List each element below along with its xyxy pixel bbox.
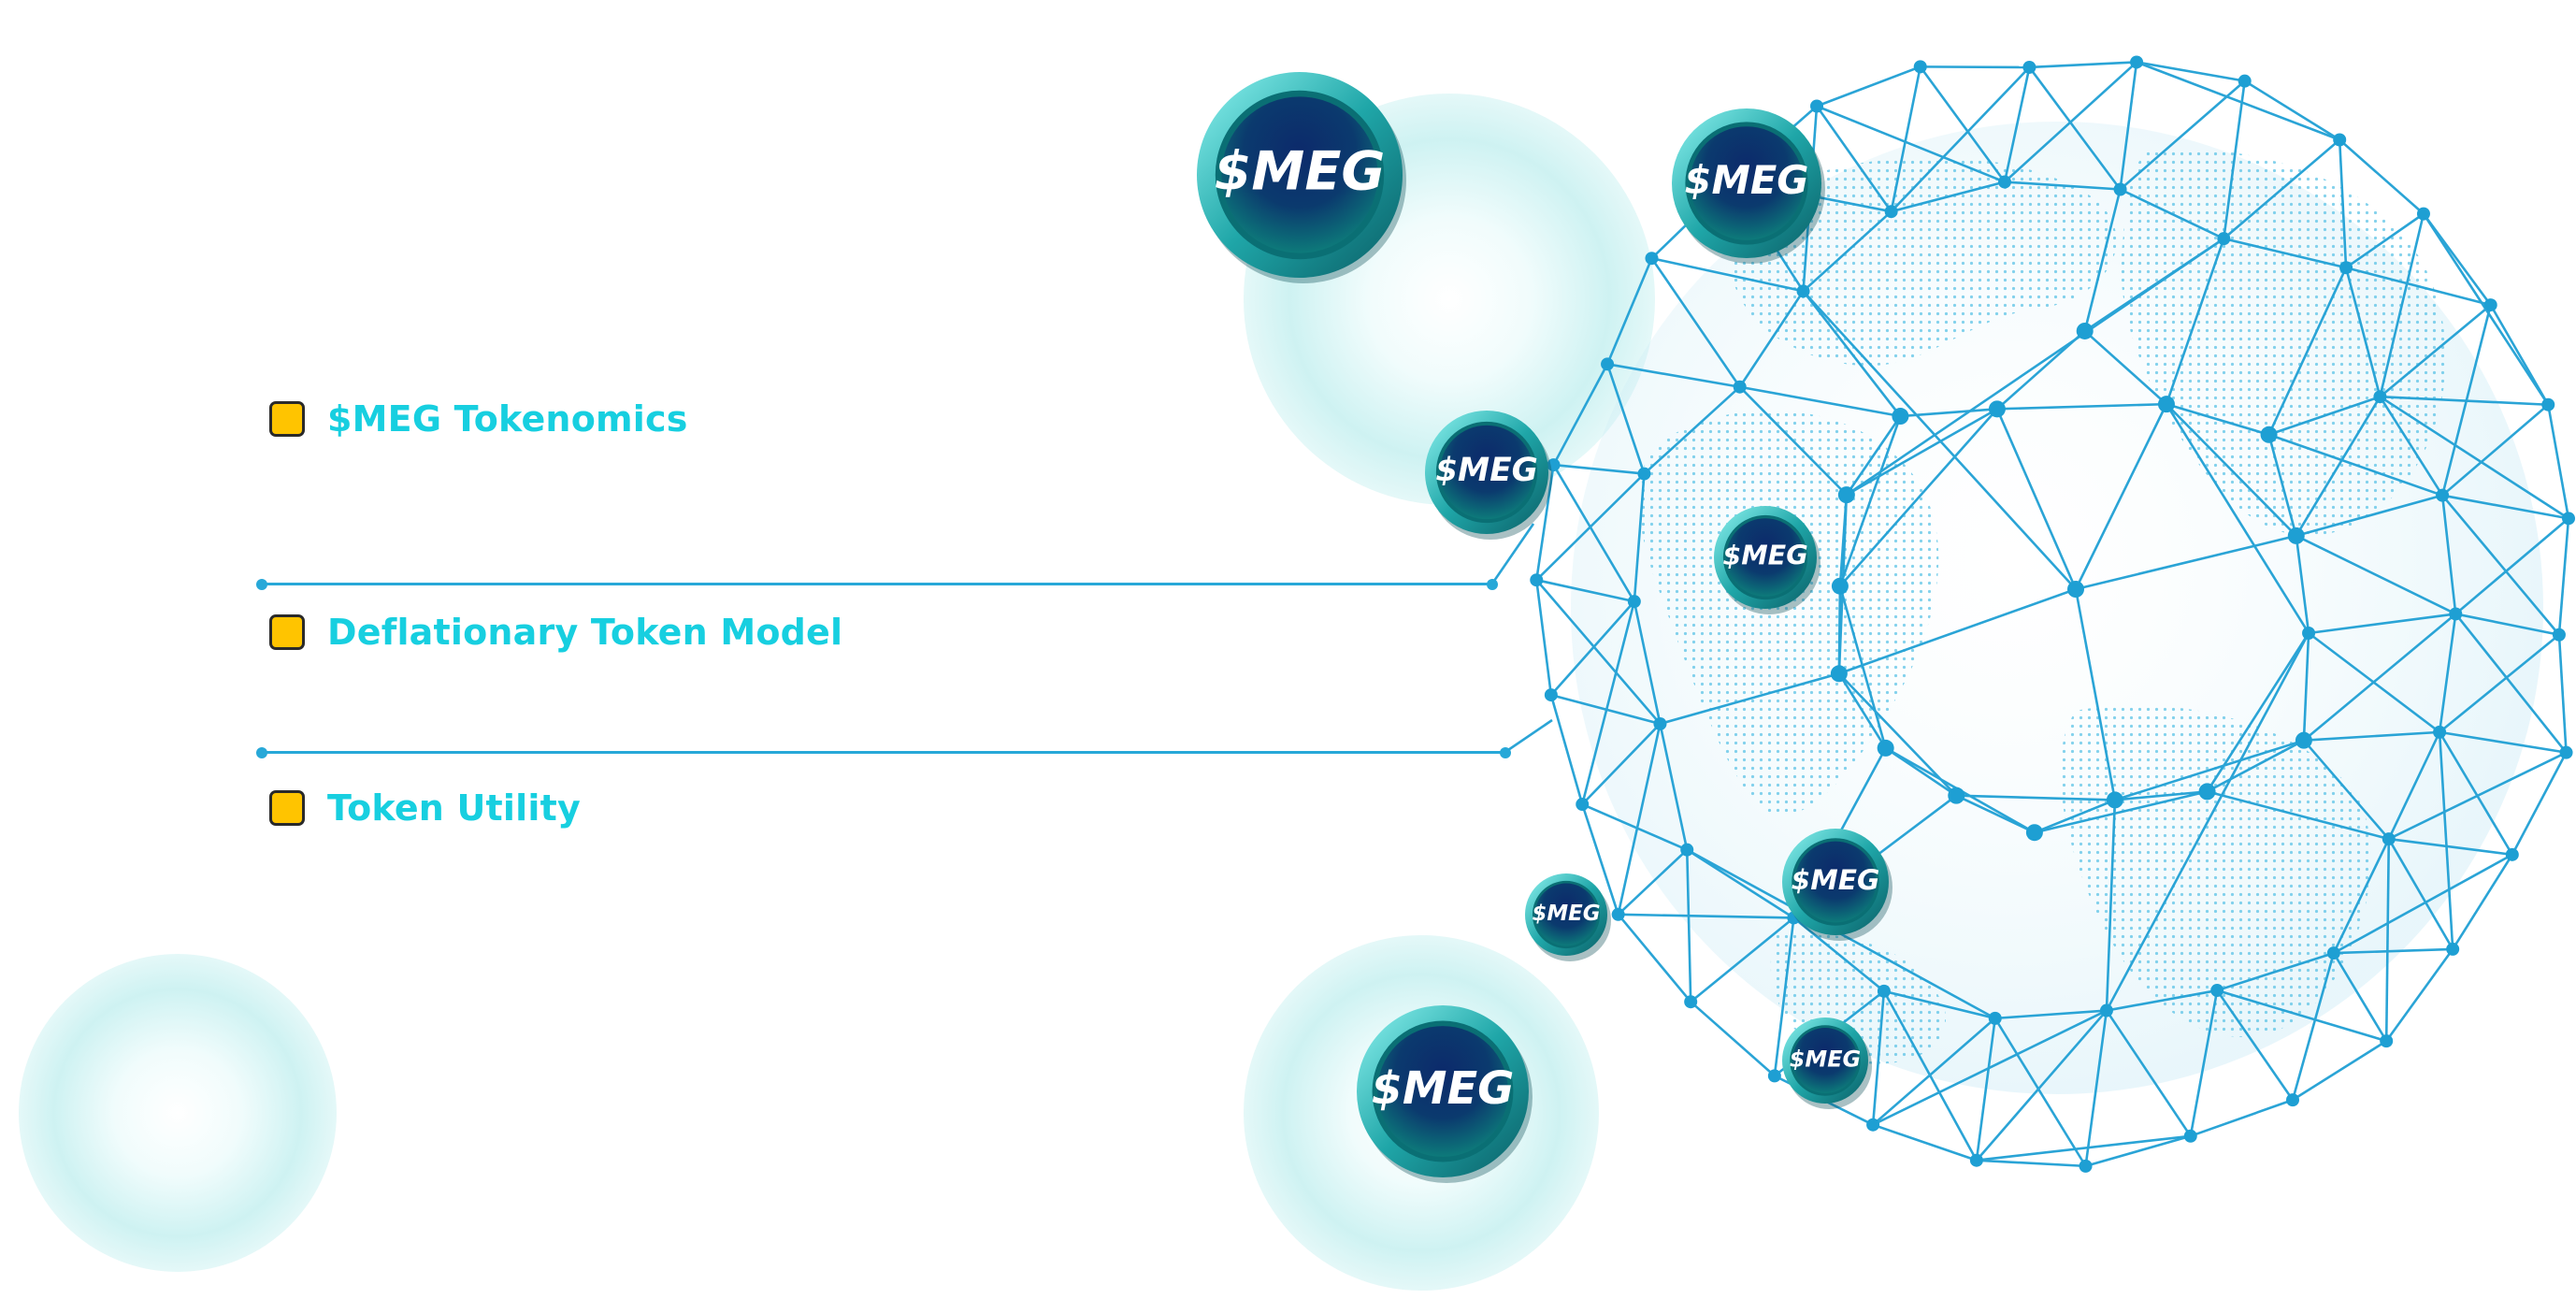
divider-start-dot bbox=[256, 746, 267, 758]
menu-item-deflationary-token-model[interactable]: Deflationary Token Model bbox=[269, 612, 842, 653]
square-bullet-icon bbox=[269, 790, 305, 826]
divider-end-dot bbox=[1487, 578, 1498, 590]
menu-item-token-utility[interactable]: Token Utility bbox=[269, 787, 581, 829]
meg-coin-icon: $MEG bbox=[1782, 829, 1892, 941]
meg-coin-icon: $MEG bbox=[1425, 411, 1552, 540]
coin-label: $MEG bbox=[1790, 1046, 1861, 1072]
square-bullet-icon bbox=[269, 401, 305, 437]
menu-item-label: $MEG Tokenomics bbox=[327, 398, 688, 440]
coin-label: $MEG bbox=[1722, 540, 1807, 571]
divider-start-dot bbox=[256, 578, 267, 590]
meg-coin-icon: $MEG bbox=[1714, 506, 1820, 614]
coin-label: $MEG bbox=[1792, 863, 1880, 896]
network-nodes bbox=[1530, 55, 2575, 1173]
menu-item-meg-tokenomics[interactable]: $MEG Tokenomics bbox=[269, 398, 688, 440]
meg-coin-icon: $MEG bbox=[1357, 1005, 1533, 1183]
menu-divider-1 bbox=[256, 578, 1498, 590]
background-glow-left bbox=[19, 954, 337, 1272]
square-bullet-icon bbox=[269, 614, 305, 650]
coin-label: $MEG bbox=[1435, 452, 1538, 489]
meg-coin-icon: $MEG bbox=[1197, 72, 1406, 283]
coin-label: $MEG bbox=[1215, 140, 1386, 202]
menu-divider-2 bbox=[256, 746, 1511, 758]
tokenomics-menu: $MEG Tokenomics Deflationary Token Model… bbox=[0, 0, 1515, 935]
meg-coin-icon: $MEG bbox=[1782, 1018, 1872, 1109]
menu-item-label: Deflationary Token Model bbox=[327, 612, 843, 653]
network-edges bbox=[1534, 61, 2570, 1168]
meg-coin-icon: $MEG bbox=[1672, 108, 1825, 264]
coin-label: $MEG bbox=[1685, 157, 1809, 203]
globe-group bbox=[1490, 55, 2575, 1173]
coin-label: $MEG bbox=[1532, 902, 1600, 926]
divider-end-dot bbox=[1500, 746, 1511, 758]
meg-coin-icon: $MEG bbox=[1525, 873, 1611, 961]
coin-label: $MEG bbox=[1372, 1063, 1515, 1115]
menu-item-label: Token Utility bbox=[327, 787, 581, 829]
